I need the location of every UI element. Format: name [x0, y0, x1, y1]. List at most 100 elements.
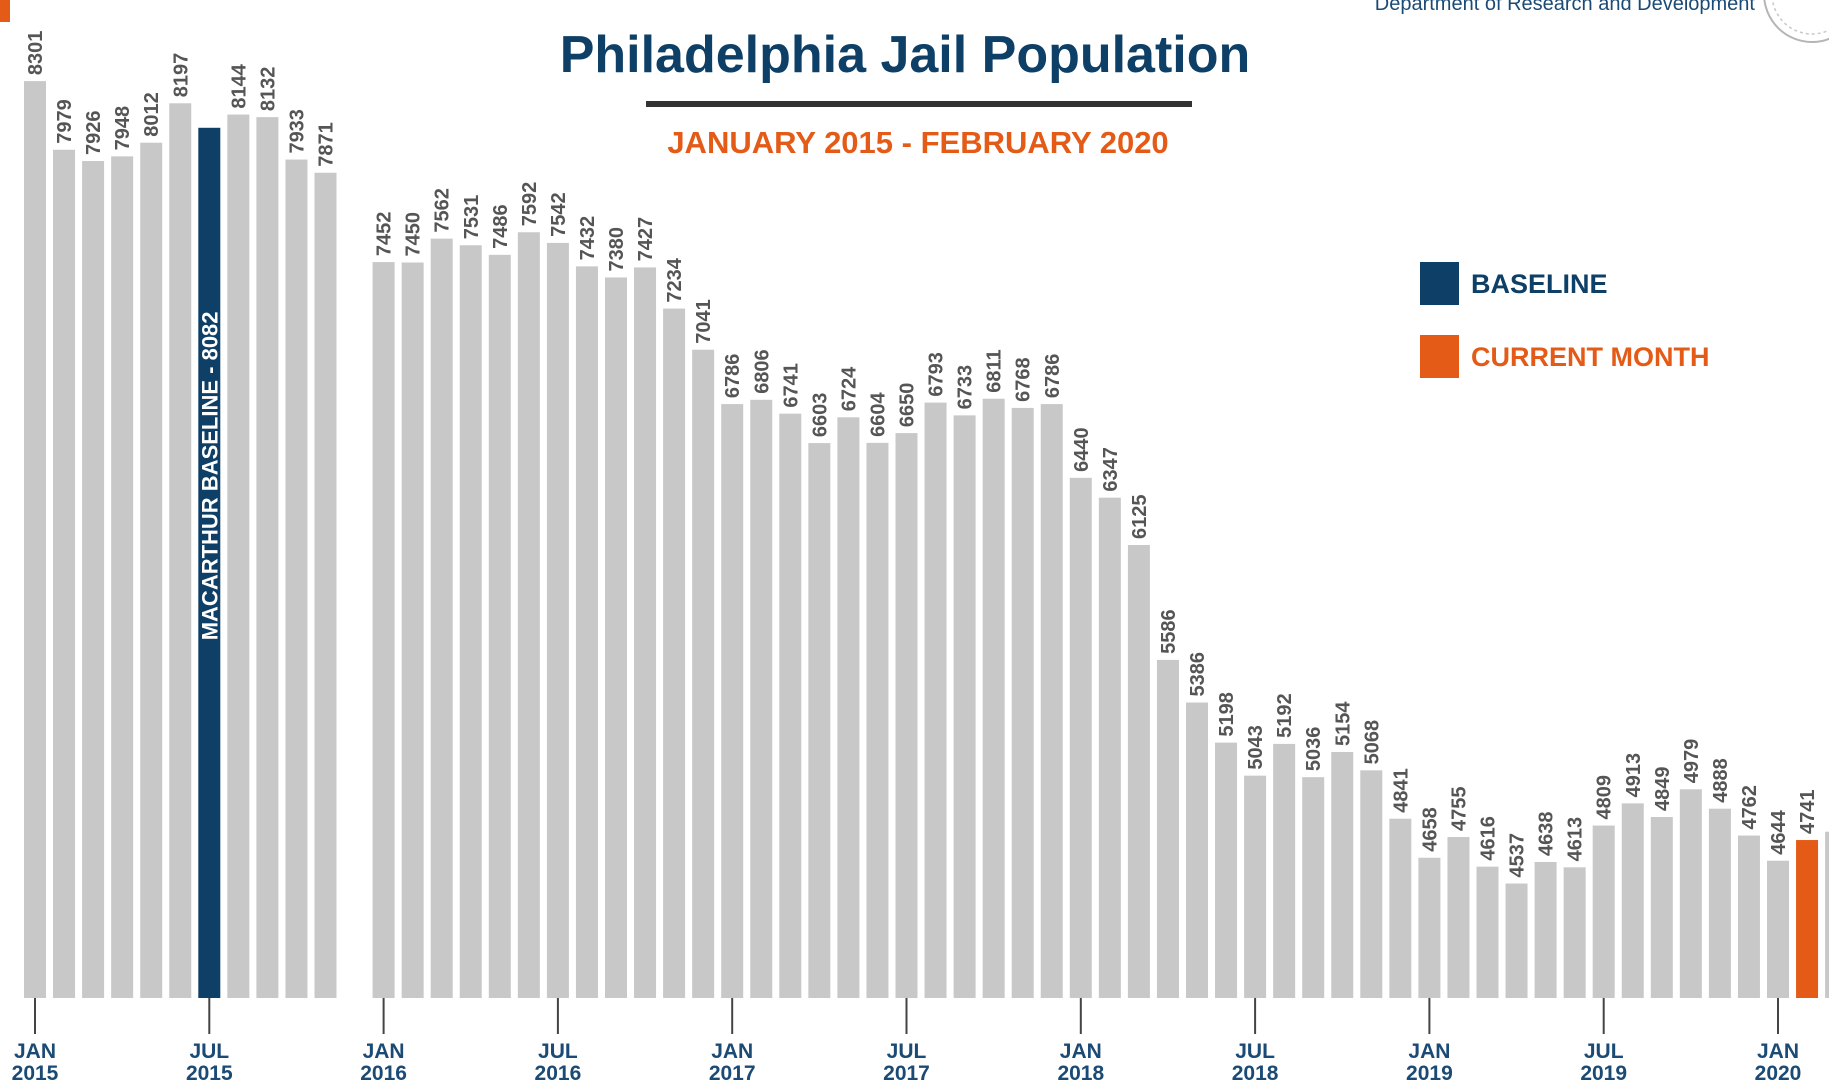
value-label-48: 4658 — [1419, 807, 1441, 852]
value-label-45: 5154 — [1332, 701, 1354, 746]
x-tick-year-3: 2016 — [535, 1062, 582, 1085]
value-label-21: 7427 — [635, 217, 657, 262]
x-tick-year-10: 2020 — [1755, 1062, 1802, 1085]
value-label-61: 4741 — [1797, 790, 1819, 835]
x-axis-ticks-group: JAN2015JUL2015JAN2016JUL2016JAN2017JUL20… — [12, 998, 1802, 1085]
bar-57 — [1679, 789, 1702, 998]
value-label-40: 5386 — [1187, 652, 1209, 697]
bar-62 — [1825, 831, 1829, 998]
x-tick-month-7: JUL — [1235, 1040, 1275, 1063]
bar-30 — [895, 433, 918, 998]
department-seal-icon — [1763, 0, 1829, 43]
x-tick-year-2: 2016 — [360, 1062, 407, 1085]
legend-current-label: CURRENT MONTH — [1471, 342, 1709, 372]
bar-2 — [82, 161, 105, 999]
value-label-54: 4809 — [1594, 775, 1616, 820]
bar-40 — [1186, 702, 1208, 998]
bar-42 — [1244, 775, 1267, 998]
value-label-39: 5586 — [1158, 609, 1180, 654]
value-label-27: 6603 — [809, 393, 831, 438]
value-label-35: 6786 — [1042, 354, 1064, 399]
value-label-18: 7542 — [548, 192, 570, 237]
bar-0 — [24, 81, 46, 999]
value-label-41: 5198 — [1216, 692, 1238, 737]
bar-31 — [924, 402, 947, 999]
value-label-47: 4841 — [1390, 768, 1412, 813]
bar-39 — [1156, 659, 1179, 998]
x-tick-month-8: JAN — [1408, 1040, 1450, 1063]
bars-group — [24, 81, 1829, 999]
bar-43 — [1273, 743, 1296, 998]
bar-3 — [111, 156, 134, 999]
value-label-49: 4755 — [1448, 787, 1470, 832]
x-tick-month-2: JAN — [363, 1040, 405, 1063]
bar-21 — [634, 267, 657, 998]
department-text: Department of Research and Development — [1375, 0, 1756, 15]
value-label-17: 7592 — [519, 182, 541, 227]
value-label-56: 4849 — [1652, 767, 1674, 812]
x-tick-year-6: 2018 — [1057, 1062, 1104, 1085]
bar-20 — [605, 277, 627, 998]
bar-34 — [1011, 407, 1034, 998]
bar-48 — [1418, 857, 1441, 998]
x-tick-month-3: JUL — [538, 1040, 578, 1063]
value-label-19: 7432 — [577, 216, 599, 261]
value-label-33: 6811 — [984, 349, 1006, 392]
bar-18 — [546, 242, 569, 998]
bar-50 — [1476, 866, 1499, 998]
bar-5 — [169, 103, 192, 998]
value-label-31: 6793 — [926, 352, 948, 397]
bar-27 — [808, 443, 831, 999]
bar-38 — [1127, 544, 1150, 998]
bar-15 — [459, 245, 482, 998]
value-label-38: 6125 — [1129, 494, 1151, 539]
bar-22 — [663, 308, 686, 998]
value-label-57: 4979 — [1681, 739, 1703, 784]
value-label-24: 6786 — [722, 354, 744, 399]
value-label-15: 7531 — [461, 195, 483, 240]
value-label-36: 6440 — [1071, 427, 1093, 472]
value-label-26: 6741 — [780, 363, 802, 408]
value-label-4: 8012 — [141, 92, 163, 137]
value-label-1: 7979 — [54, 99, 76, 144]
bar-52 — [1534, 861, 1557, 998]
bar-53 — [1563, 867, 1586, 998]
legend-baseline-label: BASELINE — [1471, 269, 1608, 299]
bar-35 — [1040, 404, 1063, 999]
value-label-62: 4780 — [1826, 781, 1829, 826]
value-label-53: 4613 — [1565, 817, 1587, 862]
x-tick-month-6: JAN — [1060, 1040, 1102, 1063]
chart-subtitle: JANUARY 2015 - FEBRUARY 2020 — [667, 125, 1168, 160]
bar-14 — [430, 238, 453, 998]
x-tick-month-4: JAN — [711, 1040, 753, 1063]
x-tick-year-5: 2017 — [883, 1062, 930, 1085]
legend: BASELINE CURRENT MONTH — [1420, 262, 1709, 378]
x-tick-month-5: JUL — [887, 1040, 927, 1063]
x-tick-year-0: 2015 — [12, 1062, 59, 1085]
value-label-2: 7926 — [83, 111, 105, 156]
bar-49 — [1447, 837, 1470, 998]
bar-47 — [1389, 818, 1412, 998]
legend-current-swatch — [1420, 335, 1459, 378]
value-label-29: 6604 — [867, 392, 889, 437]
value-label-52: 4638 — [1536, 811, 1558, 856]
bar-23 — [692, 349, 715, 999]
value-label-55: 4913 — [1623, 753, 1645, 798]
bar-60 — [1767, 860, 1789, 998]
value-label-34: 6768 — [1013, 357, 1035, 402]
x-tick-year-4: 2017 — [709, 1062, 756, 1085]
bar-25 — [750, 399, 773, 998]
value-label-50: 4616 — [1478, 816, 1500, 861]
bar-58 — [1708, 808, 1731, 998]
bar-13 — [401, 262, 424, 998]
bar-28 — [837, 417, 860, 998]
value-label-16: 7486 — [490, 204, 512, 249]
bar-8 — [256, 117, 279, 998]
value-label-59: 4762 — [1739, 785, 1761, 830]
value-label-12: 7452 — [374, 212, 396, 257]
bar-45 — [1331, 751, 1354, 998]
x-tick-month-0: JAN — [14, 1040, 56, 1063]
value-label-25: 6806 — [751, 349, 773, 394]
value-label-10: 7871 — [316, 122, 338, 167]
value-label-0: 8301 — [25, 31, 47, 76]
